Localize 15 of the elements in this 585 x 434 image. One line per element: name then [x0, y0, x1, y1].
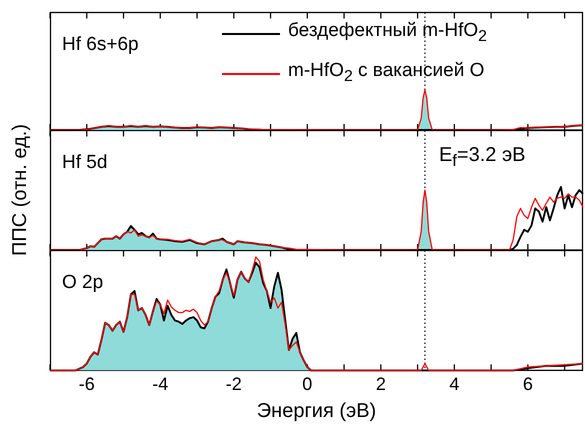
x-tick-label: -4 — [152, 374, 168, 394]
ref-line-label: E$_{f}$=3.2 эВ — [438, 144, 526, 172]
legend-label: m-HfO$_{2}$ с вакансией O — [288, 60, 484, 87]
x-tick-label: 2 — [376, 374, 386, 394]
x-tick-label: -6 — [78, 374, 95, 394]
x-tick-label: 6 — [522, 374, 533, 394]
x-tick-label: 4 — [449, 374, 460, 394]
x-tick-label: 0 — [302, 374, 312, 394]
x-axis-title: Энергия (эВ) — [256, 400, 376, 422]
y-axis-title: ППС (отн. ед.) — [9, 124, 31, 256]
chart-title: Hf 5d — [62, 152, 108, 174]
chart-title: Hf 6s+6p — [62, 34, 139, 56]
text: O 2p — [62, 272, 104, 294]
legend-label: бездефектный m-HfO$_{2}$ — [288, 20, 487, 47]
x-tick-label: -2 — [226, 374, 242, 394]
